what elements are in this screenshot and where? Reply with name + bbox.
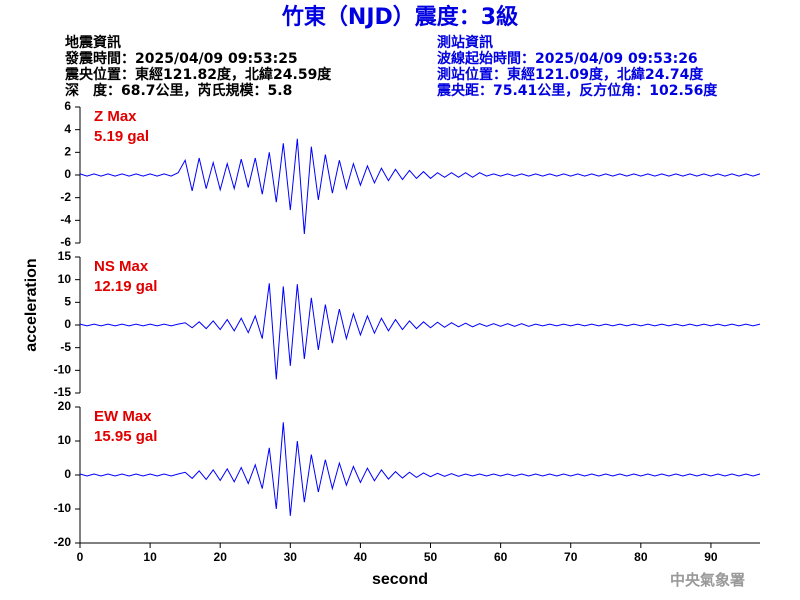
max-annotation: NS Max — [94, 258, 149, 275]
y-tick-label: 0 — [64, 317, 71, 331]
x-tick-label: 70 — [564, 550, 578, 564]
x-tick-label: 60 — [494, 550, 508, 564]
event-info: 發震時間：2025/04/09 09:53:25 — [64, 50, 298, 67]
y-tick-label: -6 — [60, 235, 71, 249]
x-tick-label: 40 — [354, 550, 368, 564]
y-axis-label: acceleration — [23, 258, 40, 351]
footer: 中央氣象署 — [670, 571, 745, 589]
x-tick-label: 50 — [424, 550, 438, 564]
max-annotation: Z Max — [94, 108, 137, 125]
y-tick-label: 10 — [58, 433, 72, 447]
x-tick-label: 30 — [284, 550, 298, 564]
x-tick-label: 0 — [77, 550, 84, 564]
max-annotation: 12.19 gal — [94, 278, 157, 295]
event-info: 地震資訊 — [65, 34, 121, 51]
y-tick-label: -4 — [60, 213, 71, 227]
waveform — [79, 138, 761, 234]
event-info: 震央位置：東經121.82度，北緯24.59度 — [64, 66, 332, 83]
y-tick-label: -20 — [54, 535, 72, 549]
y-tick-label: 5 — [64, 295, 71, 309]
x-tick-label: 20 — [214, 550, 228, 564]
x-tick-label: 80 — [634, 550, 648, 564]
y-tick-label: 0 — [64, 167, 71, 181]
x-tick-label: 10 — [143, 550, 157, 564]
y-tick-label: -10 — [54, 501, 72, 515]
max-annotation: 15.95 gal — [94, 428, 157, 445]
max-annotation: EW Max — [94, 408, 152, 425]
y-tick-label: 6 — [64, 99, 71, 113]
y-tick-label: 4 — [64, 122, 71, 136]
y-tick-label: 2 — [64, 145, 71, 159]
title: 竹東（NJD）震度：3級 — [281, 4, 518, 30]
y-tick-label: -15 — [54, 385, 72, 399]
station-info: 震央距：75.41公里，反方位角：102.56度 — [436, 82, 718, 99]
y-tick-label: 10 — [58, 272, 72, 286]
waveform — [79, 422, 761, 516]
max-annotation: 5.19 gal — [94, 128, 149, 145]
y-tick-label: -5 — [60, 340, 71, 354]
x-axis-label: second — [372, 571, 428, 588]
x-tick-label: 90 — [704, 550, 718, 564]
y-tick-label: -10 — [54, 363, 72, 377]
event-info: 深 度：68.7公里，芮氏規模：5.8 — [65, 82, 292, 99]
station-info: 測站位置：東經121.09度，北緯24.74度 — [437, 66, 704, 83]
waveform — [79, 283, 761, 380]
y-tick-label: 0 — [64, 467, 71, 481]
station-info: 測站資訊 — [437, 34, 493, 51]
station-info: 波線起始時間：2025/04/09 09:53:26 — [437, 50, 698, 67]
y-tick-label: 15 — [58, 249, 72, 263]
y-tick-label: 20 — [58, 399, 72, 413]
y-tick-label: -2 — [60, 190, 71, 204]
